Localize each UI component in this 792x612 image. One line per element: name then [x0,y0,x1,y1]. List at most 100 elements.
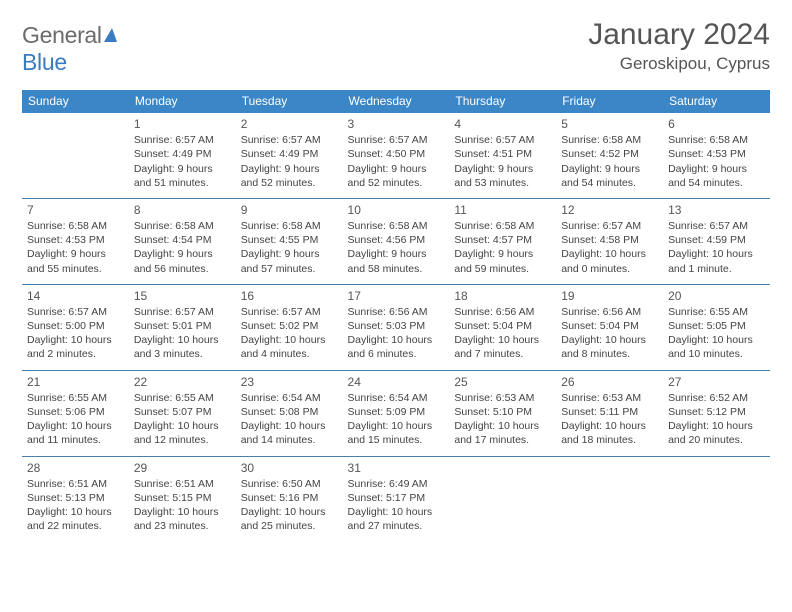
daylight-text: Daylight: 10 hours and 18 minutes. [561,419,658,447]
weekday-header: Tuesday [236,90,343,113]
day-number: 31 [348,460,445,476]
sunset-text: Sunset: 5:11 PM [561,405,658,419]
sunset-text: Sunset: 5:04 PM [561,319,658,333]
daylight-text: Daylight: 10 hours and 10 minutes. [668,333,765,361]
sunset-text: Sunset: 5:03 PM [348,319,445,333]
daylight-text: Daylight: 10 hours and 17 minutes. [454,419,551,447]
day-number: 27 [668,374,765,390]
daylight-text: Daylight: 10 hours and 3 minutes. [134,333,231,361]
calendar-day-cell: 15Sunrise: 6:57 AMSunset: 5:01 PMDayligh… [129,284,236,370]
daylight-text: Daylight: 10 hours and 25 minutes. [241,505,338,533]
calendar-table: SundayMondayTuesdayWednesdayThursdayFrid… [22,90,770,541]
daylight-text: Daylight: 9 hours and 51 minutes. [134,162,231,190]
sunrise-text: Sunrise: 6:58 AM [668,133,765,147]
calendar-day-cell: 31Sunrise: 6:49 AMSunset: 5:17 PMDayligh… [343,456,450,541]
daylight-text: Daylight: 10 hours and 12 minutes. [134,419,231,447]
calendar-day-cell: 24Sunrise: 6:54 AMSunset: 5:09 PMDayligh… [343,370,450,456]
sunset-text: Sunset: 5:17 PM [348,491,445,505]
sunrise-text: Sunrise: 6:54 AM [241,391,338,405]
sunrise-text: Sunrise: 6:57 AM [134,305,231,319]
daylight-text: Daylight: 9 hours and 57 minutes. [241,247,338,275]
day-number: 3 [348,116,445,132]
day-number: 16 [241,288,338,304]
day-number: 21 [27,374,124,390]
sunset-text: Sunset: 4:51 PM [454,147,551,161]
calendar-day-cell: 22Sunrise: 6:55 AMSunset: 5:07 PMDayligh… [129,370,236,456]
day-number: 12 [561,202,658,218]
day-number: 5 [561,116,658,132]
daylight-text: Daylight: 10 hours and 8 minutes. [561,333,658,361]
daylight-text: Daylight: 10 hours and 11 minutes. [27,419,124,447]
daylight-text: Daylight: 10 hours and 7 minutes. [454,333,551,361]
sunrise-text: Sunrise: 6:57 AM [27,305,124,319]
logo: GeneralBlue [22,18,119,76]
day-number: 20 [668,288,765,304]
sail-icon [103,27,119,43]
sunset-text: Sunset: 5:05 PM [668,319,765,333]
day-number: 29 [134,460,231,476]
sunset-text: Sunset: 4:59 PM [668,233,765,247]
sunset-text: Sunset: 5:16 PM [241,491,338,505]
day-number: 2 [241,116,338,132]
calendar-day-cell: 9Sunrise: 6:58 AMSunset: 4:55 PMDaylight… [236,198,343,284]
weekday-header: Wednesday [343,90,450,113]
weekday-header: Saturday [663,90,770,113]
sunset-text: Sunset: 4:58 PM [561,233,658,247]
day-number: 28 [27,460,124,476]
sunset-text: Sunset: 5:07 PM [134,405,231,419]
daylight-text: Daylight: 9 hours and 59 minutes. [454,247,551,275]
sunrise-text: Sunrise: 6:58 AM [561,133,658,147]
title-block: January 2024 Geroskipou, Cyprus [588,18,770,74]
calendar-day-cell: 13Sunrise: 6:57 AMSunset: 4:59 PMDayligh… [663,198,770,284]
sunset-text: Sunset: 5:08 PM [241,405,338,419]
calendar-day-cell: 29Sunrise: 6:51 AMSunset: 5:15 PMDayligh… [129,456,236,541]
calendar-day-cell: 3Sunrise: 6:57 AMSunset: 4:50 PMDaylight… [343,113,450,198]
daylight-text: Daylight: 9 hours and 53 minutes. [454,162,551,190]
day-number: 24 [348,374,445,390]
logo-text: GeneralBlue [22,22,119,76]
calendar-day-cell: 6Sunrise: 6:58 AMSunset: 4:53 PMDaylight… [663,113,770,198]
sunrise-text: Sunrise: 6:53 AM [454,391,551,405]
sunrise-text: Sunrise: 6:55 AM [668,305,765,319]
calendar-day-cell: 20Sunrise: 6:55 AMSunset: 5:05 PMDayligh… [663,284,770,370]
daylight-text: Daylight: 9 hours and 58 minutes. [348,247,445,275]
sunrise-text: Sunrise: 6:55 AM [27,391,124,405]
day-number: 26 [561,374,658,390]
calendar-header-row: SundayMondayTuesdayWednesdayThursdayFrid… [22,90,770,113]
daylight-text: Daylight: 10 hours and 1 minute. [668,247,765,275]
day-number: 30 [241,460,338,476]
sunrise-text: Sunrise: 6:53 AM [561,391,658,405]
daylight-text: Daylight: 9 hours and 54 minutes. [668,162,765,190]
daylight-text: Daylight: 9 hours and 55 minutes. [27,247,124,275]
sunset-text: Sunset: 4:49 PM [134,147,231,161]
calendar-week-row: 14Sunrise: 6:57 AMSunset: 5:00 PMDayligh… [22,284,770,370]
daylight-text: Daylight: 10 hours and 4 minutes. [241,333,338,361]
calendar-week-row: 1Sunrise: 6:57 AMSunset: 4:49 PMDaylight… [22,113,770,198]
sunrise-text: Sunrise: 6:58 AM [134,219,231,233]
day-number: 25 [454,374,551,390]
day-number: 17 [348,288,445,304]
daylight-text: Daylight: 10 hours and 27 minutes. [348,505,445,533]
calendar-day-cell: 17Sunrise: 6:56 AMSunset: 5:03 PMDayligh… [343,284,450,370]
day-number: 11 [454,202,551,218]
daylight-text: Daylight: 10 hours and 15 minutes. [348,419,445,447]
page-header: GeneralBlue January 2024 Geroskipou, Cyp… [22,18,770,76]
sunset-text: Sunset: 5:09 PM [348,405,445,419]
day-number: 13 [668,202,765,218]
calendar-day-cell: 8Sunrise: 6:58 AMSunset: 4:54 PMDaylight… [129,198,236,284]
day-number: 23 [241,374,338,390]
sunset-text: Sunset: 4:50 PM [348,147,445,161]
calendar-day-cell [556,456,663,541]
weekday-header: Thursday [449,90,556,113]
sunrise-text: Sunrise: 6:57 AM [668,219,765,233]
sunrise-text: Sunrise: 6:49 AM [348,477,445,491]
calendar-body: 1Sunrise: 6:57 AMSunset: 4:49 PMDaylight… [22,113,770,541]
sunset-text: Sunset: 5:06 PM [27,405,124,419]
calendar-week-row: 21Sunrise: 6:55 AMSunset: 5:06 PMDayligh… [22,370,770,456]
sunrise-text: Sunrise: 6:57 AM [348,133,445,147]
sunrise-text: Sunrise: 6:51 AM [27,477,124,491]
day-number: 4 [454,116,551,132]
daylight-text: Daylight: 9 hours and 54 minutes. [561,162,658,190]
calendar-day-cell: 7Sunrise: 6:58 AMSunset: 4:53 PMDaylight… [22,198,129,284]
sunrise-text: Sunrise: 6:55 AM [134,391,231,405]
